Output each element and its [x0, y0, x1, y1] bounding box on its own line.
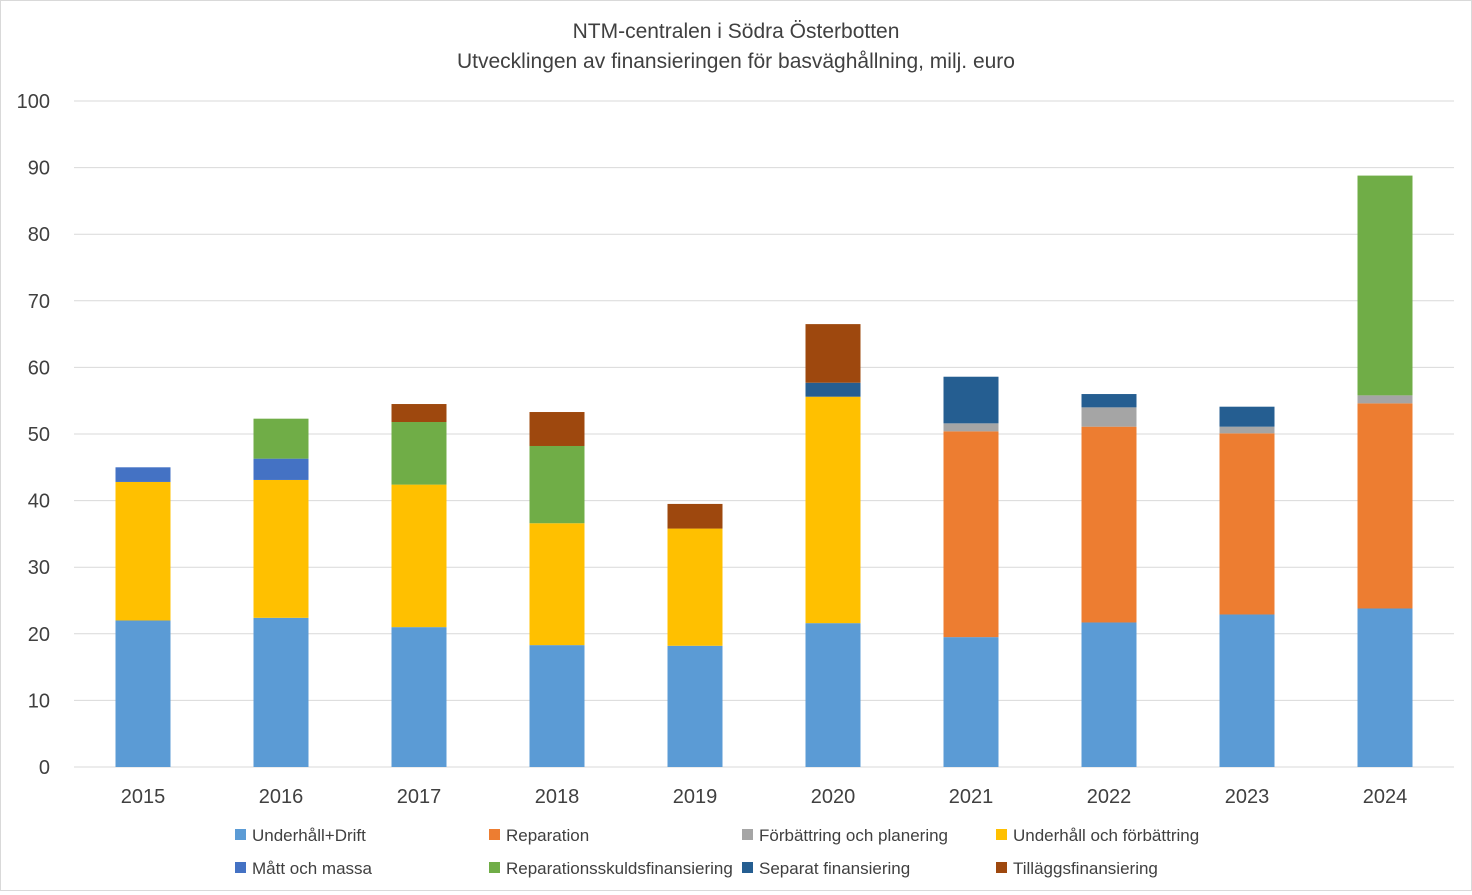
legend-entry-label: Underhåll och förbättring	[1013, 826, 1199, 845]
legend-swatch	[235, 862, 246, 873]
bar-segment-2021-1	[943, 431, 999, 638]
bar-segment-2017-5	[391, 422, 447, 485]
x-tick-label: 2023	[1225, 786, 1270, 808]
bar-segment-2015-0	[115, 620, 171, 767]
bar-segment-2016-4	[253, 458, 309, 480]
y-tick-label: 30	[28, 557, 50, 579]
bar-segment-2015-4	[115, 467, 171, 482]
bars	[115, 175, 1413, 767]
x-tick-label: 2018	[535, 786, 580, 808]
legend-entry-label: Underhåll+Drift	[252, 826, 366, 845]
x-tick-label: 2019	[673, 786, 718, 808]
bar-segment-2017-0	[391, 627, 447, 767]
bar-segment-2024-2	[1357, 395, 1413, 404]
bar-segment-2022-1	[1081, 426, 1137, 623]
bar-segment-2016-3	[253, 479, 309, 618]
x-tick-label: 2024	[1363, 786, 1408, 808]
y-tick-label: 20	[28, 624, 50, 646]
bar-segment-2024-1	[1357, 403, 1413, 609]
legend-swatch	[996, 862, 1007, 873]
bar-segment-2022-6	[1081, 394, 1137, 408]
legend-entry-label: Förbättring och planering	[759, 826, 948, 845]
bar-segment-2015-3	[115, 481, 171, 621]
bar-segment-2023-1	[1219, 433, 1275, 615]
y-tick-label: 70	[28, 291, 50, 313]
y-axis-tick-labels: 0 10 20 30 40 50 60 70 80 90 100	[17, 91, 50, 779]
bar-segment-2021-0	[943, 637, 999, 767]
x-axis-tick-labels: 2015 2016 2017 2018 2019 2020 2021 2022 2023 2024	[121, 786, 1408, 808]
bar-segment-2018-3	[529, 523, 585, 646]
legend-swatch	[235, 829, 246, 840]
bar-segment-2019-3	[667, 528, 723, 646]
y-tick-label: 50	[28, 424, 50, 446]
bar-segment-2020-0	[805, 623, 861, 767]
bar-segment-2024-5	[1357, 175, 1413, 396]
bar-segment-2016-0	[253, 617, 309, 767]
legend-entry-label: Reparationsskuldsfinansiering	[506, 859, 733, 878]
chart-subtitle: Utvecklingen av finansieringen för basvä…	[457, 50, 1015, 73]
bar-segment-2021-6	[943, 376, 999, 424]
y-tick-label: 90	[28, 158, 50, 180]
bar-segment-2019-0	[667, 645, 723, 767]
legend-entry-label: Mått och massa	[252, 859, 373, 878]
x-tick-label: 2022	[1087, 786, 1132, 808]
y-tick-label: 10	[28, 690, 50, 712]
bar-segment-2017-3	[391, 484, 447, 628]
legend-swatch	[742, 862, 753, 873]
bar-segment-2021-2	[943, 423, 999, 432]
y-tick-label: 40	[28, 491, 50, 513]
bar-segment-2022-0	[1081, 622, 1137, 767]
x-tick-label: 2020	[811, 786, 856, 808]
y-tick-label: 0	[39, 757, 50, 779]
legend-swatch	[996, 829, 1007, 840]
bar-segment-2016-5	[253, 418, 309, 459]
bar-segment-2017-7	[391, 404, 447, 423]
y-tick-label: 100	[17, 91, 50, 113]
legend-entry-label: Separat finansiering	[759, 859, 910, 878]
bar-segment-2018-7	[529, 412, 585, 446]
bar-segment-2023-6	[1219, 406, 1275, 427]
y-tick-label: 80	[28, 224, 50, 246]
bar-segment-2020-7	[805, 324, 861, 383]
bar-segment-2020-6	[805, 382, 861, 397]
bar-segment-2023-2	[1219, 426, 1275, 434]
x-tick-label: 2016	[259, 786, 304, 808]
chart-title: NTM-centralen i Södra Österbotten	[573, 20, 900, 43]
bar-segment-2022-2	[1081, 407, 1137, 427]
bar-segment-2023-0	[1219, 614, 1275, 767]
bar-segment-2018-0	[529, 645, 585, 767]
legend-swatch	[489, 829, 500, 840]
bar-segment-2024-0	[1357, 608, 1413, 767]
legend-swatch	[489, 862, 500, 873]
bar-segment-2020-3	[805, 396, 861, 624]
y-tick-label: 60	[28, 357, 50, 379]
bar-segment-2018-5	[529, 445, 585, 524]
legend-entry-label: Reparation	[506, 826, 589, 845]
x-tick-label: 2017	[397, 786, 442, 808]
bar-segment-2019-7	[667, 503, 723, 529]
x-tick-label: 2015	[121, 786, 166, 808]
x-tick-label: 2021	[949, 786, 994, 808]
legend: Underhåll+Drift Reparation Förbättring och…	[235, 826, 1199, 878]
legend-swatch	[742, 829, 753, 840]
legend-entry-label: Tilläggsfinansiering	[1013, 859, 1158, 878]
